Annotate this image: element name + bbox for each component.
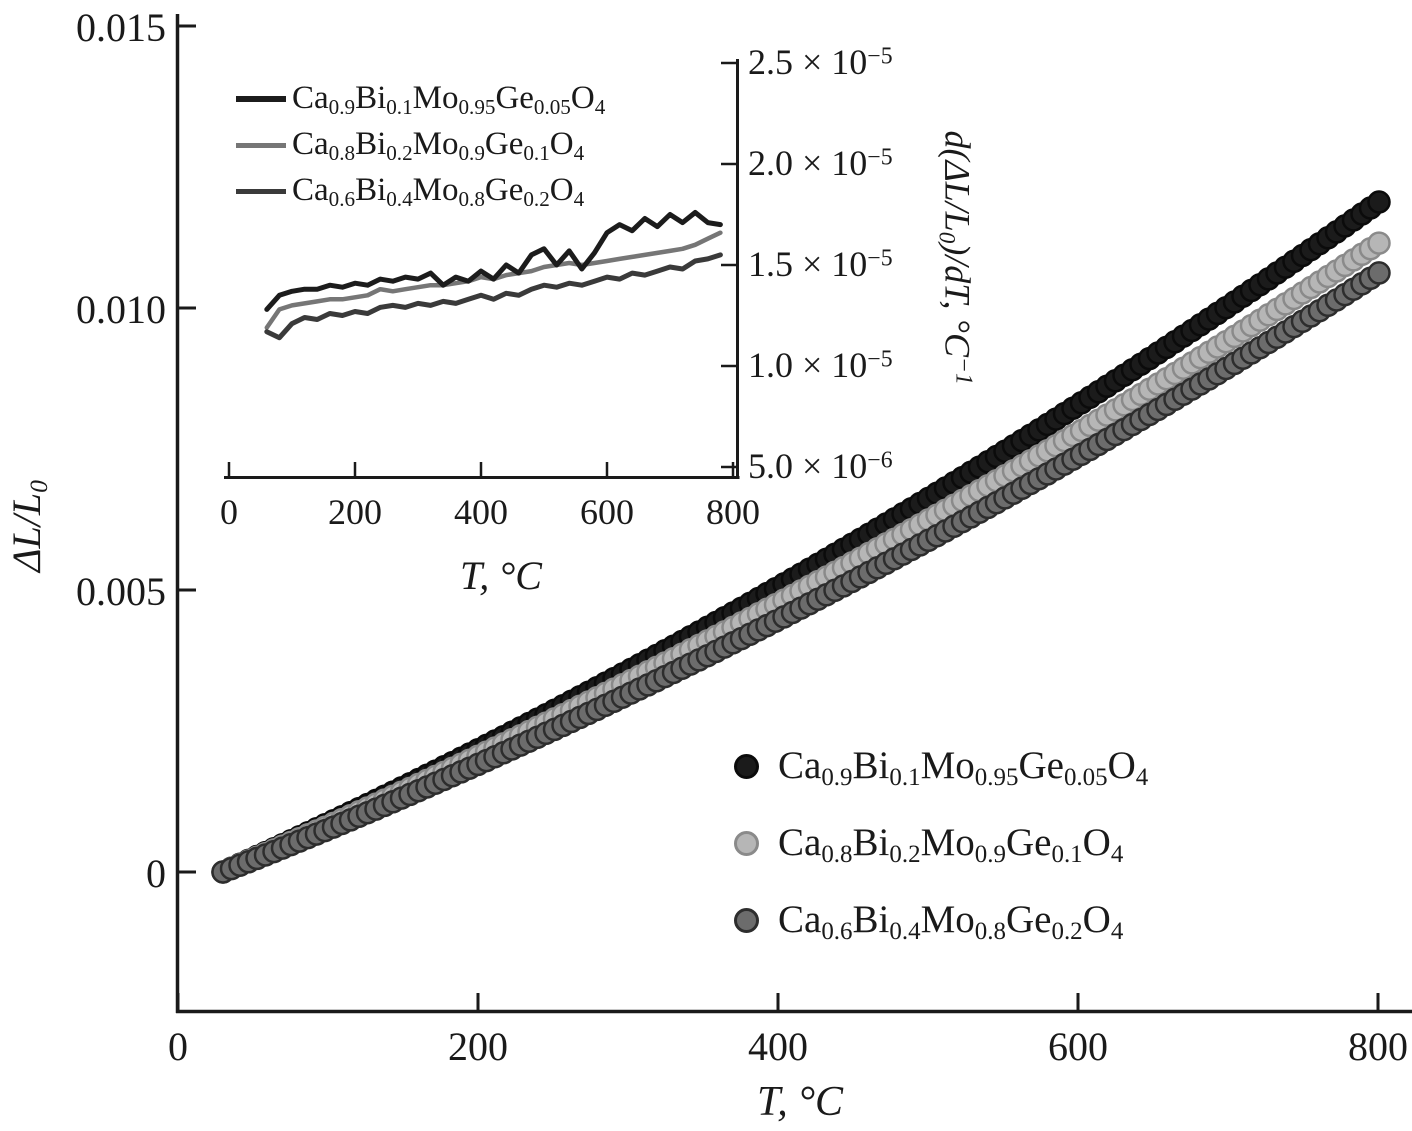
legend-item: Ca0.6Bi0.4Mo0.8Ge0.2O4 <box>236 171 605 211</box>
inset-y-tick-label: 1.5 × 10−5 <box>748 244 893 284</box>
main-y-tick-label: 0 <box>146 851 166 896</box>
inset-y-axis-label: d(ΔL/L0)/dT, °C−1 <box>934 130 978 385</box>
legend-marker-circle <box>734 753 759 779</box>
main-x-tick-label: 800 <box>1348 1024 1408 1069</box>
legend-item-label: Ca0.8Bi0.2Mo0.9Ge0.1O4 <box>778 820 1124 868</box>
legend-item: Ca0.8Bi0.2Mo0.9Ge0.1O4 <box>734 812 1148 874</box>
legend-item: Ca0.6Bi0.4Mo0.8Ge0.2O4 <box>734 889 1148 951</box>
inset-line-1 <box>264 210 723 312</box>
main-x-tick-label: 600 <box>1048 1024 1108 1069</box>
main-x-tick-label: 400 <box>748 1024 808 1069</box>
inset-x-tick-label: 0 <box>220 492 238 532</box>
main-y-tick-label: 0.010 <box>76 287 166 332</box>
legend-item-label: Ca0.6Bi0.4Mo0.8Ge0.2O4 <box>778 897 1124 945</box>
inset-x-tick-label: 400 <box>454 492 508 532</box>
main-y-tick-label: 0.015 <box>76 5 166 50</box>
inset-y-tick-label: 2.5 × 10−5 <box>748 42 893 82</box>
legend-item-label: Ca0.9Bi0.1Mo0.95Ge0.05O4 <box>778 743 1149 791</box>
legend-line-swatch <box>236 96 286 102</box>
main-x-tick-label: 0 <box>168 1024 188 1069</box>
inset-x-tick-label: 600 <box>580 492 634 532</box>
inset-x-tick-label: 200 <box>328 492 382 532</box>
legend-item-label: Ca0.8Bi0.2Mo0.9Ge0.1O4 <box>292 126 585 165</box>
legend-item: Ca0.9Bi0.1Mo0.95Ge0.05O4 <box>236 79 605 119</box>
legend-marker-circle <box>734 830 759 856</box>
legend-item: Ca0.9Bi0.1Mo0.95Ge0.05O4 <box>734 735 1148 797</box>
main-series-3 <box>211 261 1391 884</box>
inset-x-axis-label: T, °C <box>460 553 542 598</box>
inset-line-3 <box>264 252 723 341</box>
inset-y-tick-label: 2.0 × 10−5 <box>748 143 893 183</box>
main-x-axis-label: T, °C <box>756 1079 844 1125</box>
legend-item-label: Ca0.6Bi0.4Mo0.8Ge0.2O4 <box>292 172 585 211</box>
inset-x-tick-label: 800 <box>706 492 760 532</box>
legend-line-swatch <box>236 142 286 148</box>
main-y-axis-label: ΔL/L0 <box>4 480 54 572</box>
legend-marker-circle <box>734 907 759 933</box>
inset-legend: Ca0.9Bi0.1Mo0.95Ge0.05O4 Ca0.8Bi0.2Mo0.9… <box>236 79 605 217</box>
legend-item-label: Ca0.9Bi0.1Mo0.95Ge0.05O4 <box>292 80 606 119</box>
inset-y-tick-label: 1.0 × 10−5 <box>748 345 893 385</box>
legend-item: Ca0.8Bi0.2Mo0.9Ge0.1O4 <box>236 125 605 165</box>
main-axes <box>175 14 1412 1014</box>
main-legend: Ca0.9Bi0.1Mo0.95Ge0.05O4 Ca0.8Bi0.2Mo0.9… <box>734 735 1148 966</box>
inset-axes <box>224 59 740 479</box>
main-y-tick-label: 0.005 <box>76 569 166 614</box>
legend-line-swatch <box>236 188 286 194</box>
main-x-tick-label: 200 <box>448 1024 508 1069</box>
inset-y-tick-label: 5.0 × 10−6 <box>748 446 893 486</box>
